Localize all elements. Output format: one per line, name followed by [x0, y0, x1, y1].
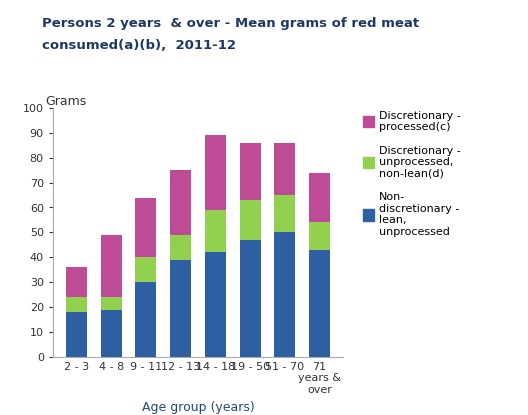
Bar	[170, 170, 191, 235]
Bar	[170, 260, 191, 357]
Bar	[275, 232, 295, 357]
Bar	[309, 250, 330, 357]
Bar	[240, 240, 260, 357]
Bar	[136, 257, 156, 282]
Bar	[66, 297, 87, 312]
Bar	[275, 195, 295, 232]
Bar	[136, 198, 156, 257]
Legend: Discretionary -
processed(c), Discretionary -
unprocessed,
non-lean(d), Non-
dis: Discretionary - processed(c), Discretion…	[361, 108, 463, 239]
Bar	[309, 173, 330, 222]
Bar	[170, 235, 191, 260]
Bar	[309, 222, 330, 250]
Text: Grams: Grams	[45, 95, 86, 108]
Text: Persons 2 years  & over - Mean grams of red meat: Persons 2 years & over - Mean grams of r…	[42, 17, 419, 29]
Bar	[136, 282, 156, 357]
Bar	[101, 297, 121, 310]
Bar	[66, 267, 87, 297]
Bar	[66, 312, 87, 357]
Bar	[205, 252, 226, 357]
Bar	[205, 210, 226, 252]
X-axis label: Age group (years): Age group (years)	[142, 400, 254, 413]
Bar	[240, 200, 260, 240]
Text: consumed(a)(b),  2011-12: consumed(a)(b), 2011-12	[42, 39, 236, 52]
Bar	[275, 143, 295, 195]
Bar	[101, 310, 121, 357]
Bar	[205, 135, 226, 210]
Bar	[240, 143, 260, 200]
Bar	[101, 235, 121, 297]
